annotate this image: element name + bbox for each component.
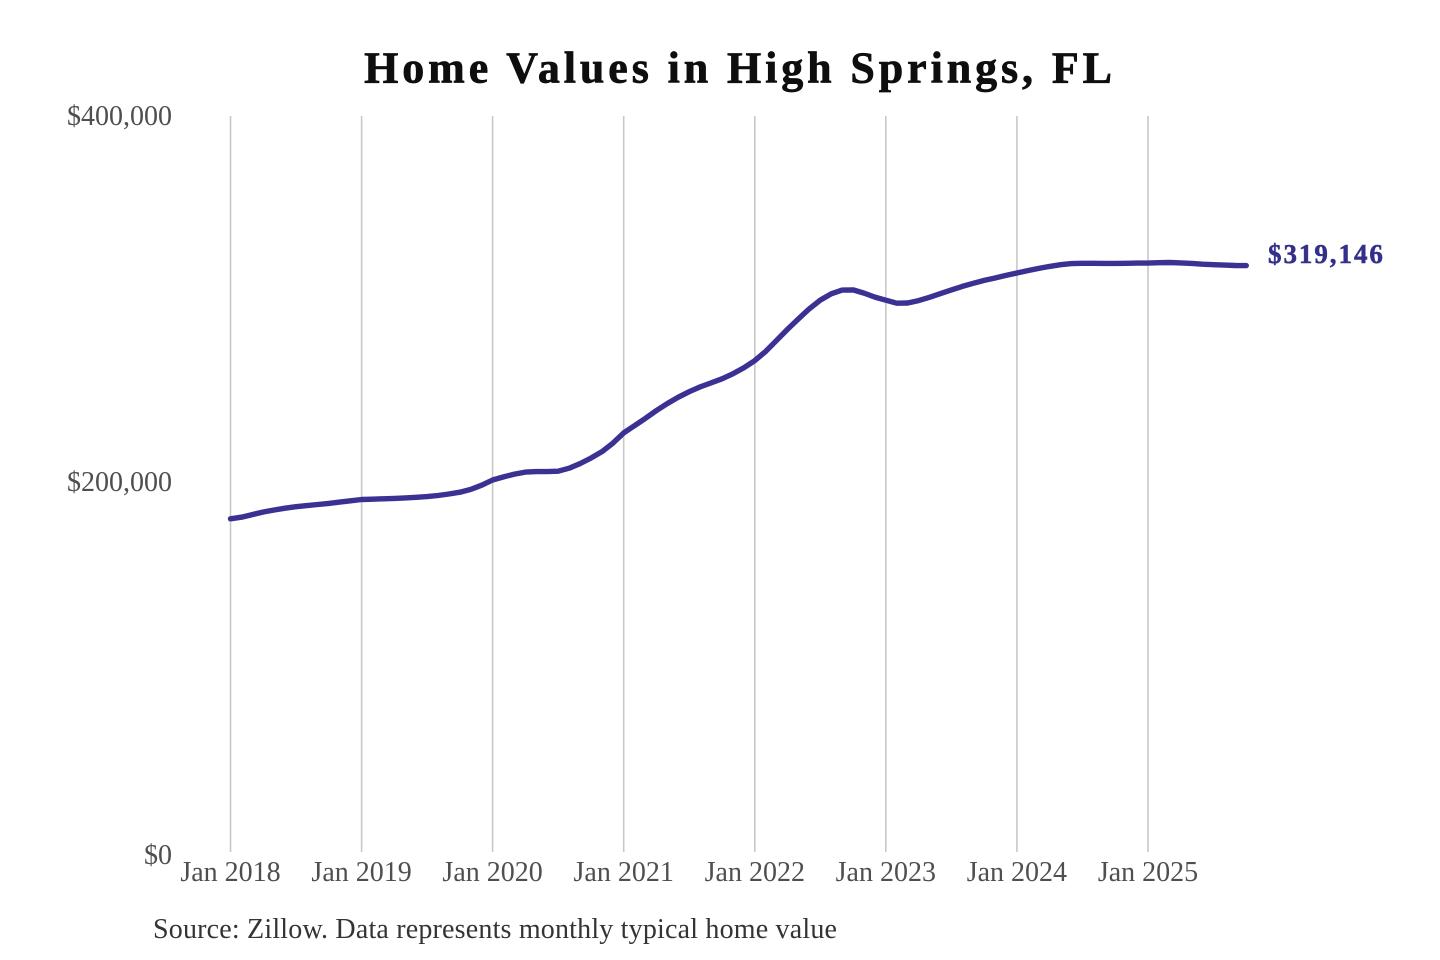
svg-text:Jan 2022: Jan 2022 — [705, 857, 805, 888]
svg-text:Jan 2020: Jan 2020 — [442, 857, 542, 888]
svg-text:$0: $0 — [144, 840, 172, 871]
svg-text:Jan 2024: Jan 2024 — [967, 857, 1067, 888]
svg-text:$400,000: $400,000 — [67, 101, 172, 132]
svg-text:Jan 2023: Jan 2023 — [836, 857, 936, 888]
svg-text:$319,146: $319,146 — [1268, 239, 1385, 269]
svg-text:Jan 2025: Jan 2025 — [1098, 857, 1198, 888]
svg-text:Jan 2019: Jan 2019 — [311, 857, 411, 888]
svg-text:Jan 2021: Jan 2021 — [574, 857, 674, 888]
svg-text:Source: Zillow. Data represent: Source: Zillow. Data represents monthly … — [153, 914, 837, 945]
svg-text:Jan 2018: Jan 2018 — [180, 857, 280, 888]
svg-text:Home Values in High Springs, F: Home Values in High Springs, FL — [364, 44, 1116, 93]
svg-text:$200,000: $200,000 — [67, 467, 172, 498]
